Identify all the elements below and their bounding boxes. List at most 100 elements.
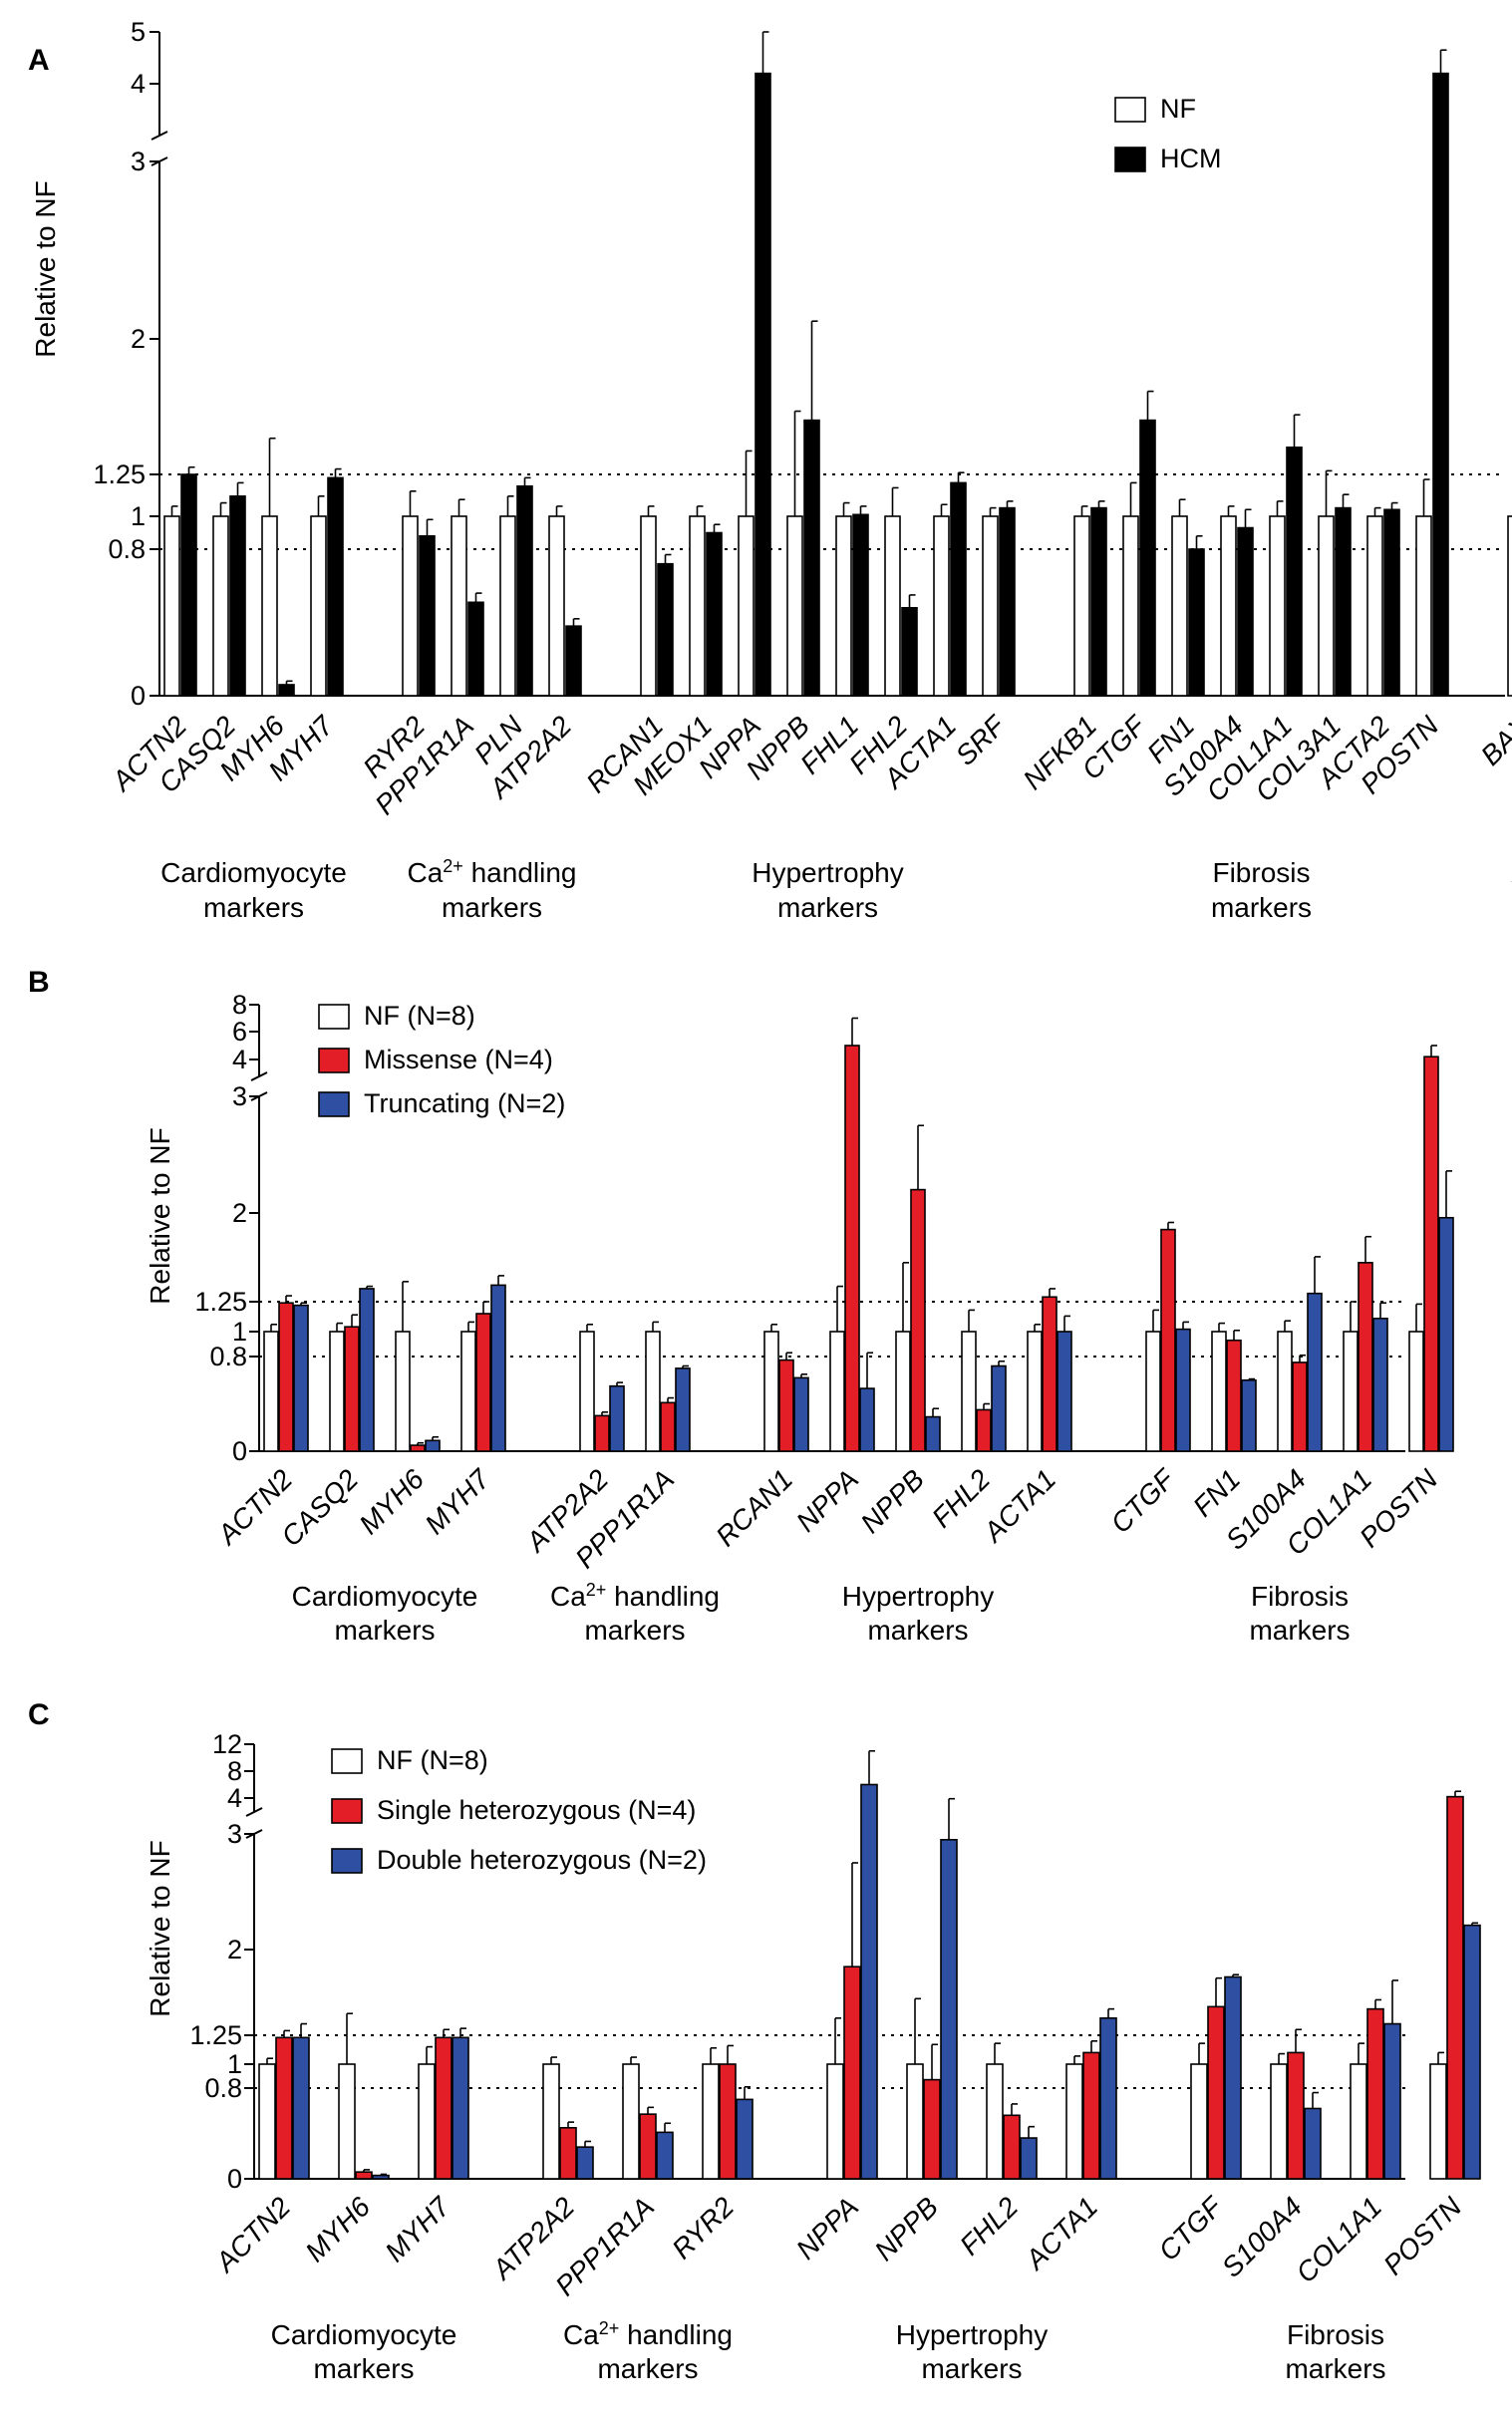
bar-col1a1-series-1 [1358,1262,1373,1452]
gene-label-myh6: MYH6 [353,1463,430,1540]
group-label-line1: Fibrosis [1251,1581,1349,1612]
bar-myh6-series-0 [261,515,278,697]
bar-acta2-series-1 [1383,508,1400,697]
bar-postn-series-1 [1423,1056,1439,1452]
bar-fhl2-series-1 [901,606,918,697]
gene-label-rcan1: RCAN1 [710,1463,798,1552]
y-tick-label: 3 [232,1081,247,1111]
bar-casq2-series-2 [359,1288,375,1452]
group-label-line1: Hypertrophy [752,857,904,888]
y-tick-label: 0.8 [209,1342,247,1371]
bar-meox1-series-1 [706,531,723,697]
bar-atp2a2-series-1 [565,625,582,697]
bar-s100a4-series-2 [1307,1292,1323,1452]
bar-s100a4-series-1 [1287,2051,1305,2180]
bar-fn1-series-1 [1226,1339,1242,1452]
gene-label-nppb: NPPB [868,2191,944,2267]
legend-swatch-2 [331,1848,363,1874]
bar-nppb-series-2 [940,1839,958,2180]
bar-myh6-series-1 [410,1444,426,1452]
gene-label-acta1: ACTA1 [1019,2191,1104,2276]
group-label-line2: markers [867,1615,968,1646]
bar-myh6-series-0 [395,1331,411,1452]
bar-nppb-series-0 [786,515,803,697]
bar-fn1-series-0 [1211,1331,1227,1452]
bar-atp2a2-series-0 [548,515,565,697]
bar-myh7-series-1 [435,2036,453,2180]
group-label-line2: markers [1249,1615,1350,1646]
group-label-line1: Cardiomyocyte [292,1581,478,1612]
y-tick-label: 2 [232,1198,247,1228]
bar-col1a1-series-2 [1372,1318,1388,1452]
legend-label-0: NF (N=8) [377,1745,488,1775]
bar-fn1-series-2 [1241,1378,1257,1452]
group-label-line1: Hypertrophy [842,1581,995,1612]
bar-fhl2-series-0 [986,2063,1004,2180]
panel-letter-B: B [28,966,50,999]
legend-label-2: Double heterozygous (N=2) [377,1845,707,1875]
bar-casq2-series-1 [229,495,246,697]
y-tick-label: 0 [232,1436,247,1466]
bar-nppa-series-1 [844,1045,860,1452]
gene-label-acta1: ACTA1 [977,1463,1062,1549]
bar-nppa-series-2 [859,1387,875,1452]
legend-swatch-0 [318,1004,350,1030]
bar-col1a1-series-1 [1286,446,1303,697]
gene-label-ryr2: RYR2 [666,2191,740,2265]
legend-label-2: Truncating (N=2) [364,1088,565,1118]
bar-rcan1-series-1 [657,562,674,697]
bar-acta1-series-1 [950,481,967,697]
bar-postn-series-2 [1463,1924,1481,2180]
bar-ppp1r1a-series-2 [675,1367,691,1452]
bar-postn-series-1 [1432,72,1449,697]
bar-ppp1r1a-series-2 [656,2131,674,2180]
y-tick-label: 2 [227,1935,242,1965]
bar-col1a1-series-2 [1383,2022,1401,2180]
group-label-line1: Ca2+ handling [563,2318,733,2350]
gene-label-postn: POSTN [1377,2191,1468,2281]
group-label-line2: markers [334,1615,435,1646]
bar-ctgf-series-1 [1139,419,1156,697]
bar-ctgf-series-0 [1122,515,1139,697]
bar-meox1-series-0 [689,515,706,697]
axis-break-mark [245,1807,263,1817]
group-label-line1: Fibrosis [1212,857,1310,888]
bar-actn2-series-1 [275,2036,293,2180]
y-tick-label: 8 [227,1756,242,1786]
bar-ppp1r1a-series-0 [451,515,467,697]
bar-nppa-series-0 [738,515,755,697]
group-label-line2: markers [203,892,304,923]
bar-srf-series-0 [982,515,999,697]
y-tick-label: 2 [131,324,146,354]
bar-nppb-series-0 [906,2063,924,2180]
bar-fhl2-series-1 [1003,2114,1021,2180]
y-tick-label: 8 [232,990,247,1020]
y-tick-label: 0 [227,2164,242,2194]
axis-break-mark [151,131,168,141]
bar-myh7-series-2 [452,2036,469,2180]
bar-fhl2-series-2 [1020,2137,1038,2180]
bar-postn-series-0 [1429,2063,1447,2180]
bar-myh7-series-0 [460,1331,476,1452]
gene-label-myh7: MYH7 [419,1462,496,1540]
bar-rcan1-series-1 [778,1359,794,1452]
bar-actn2-series-1 [180,473,197,697]
bar-rcan1-series-2 [793,1376,809,1452]
bar-nppa-series-1 [755,72,771,697]
bar-nppb-series-0 [895,1331,911,1452]
bar-myh6-series-0 [338,2063,356,2180]
axis-break-mark [250,1071,268,1081]
bar-ctgf-series-0 [1145,1331,1161,1452]
gene-label-nppa: NPPA [790,2191,864,2265]
y-tick-label: 6 [232,1017,247,1047]
legend-label-1: Missense (N=4) [364,1045,553,1074]
bar-postn-series-2 [1438,1216,1454,1452]
gene-label-col1a1: COL1A1 [1290,2191,1387,2288]
bar-col1a1-series-0 [1350,2063,1367,2180]
bar-myh7-series-2 [490,1284,506,1452]
bar-ctgf-series-0 [1190,2063,1208,2180]
legend-label-1: Single heterozygous (N=4) [377,1795,696,1825]
bar-acta1-series-2 [1057,1331,1072,1452]
gene-label-nppa: NPPA [790,1463,864,1537]
bar-postn-series-0 [1415,515,1432,697]
